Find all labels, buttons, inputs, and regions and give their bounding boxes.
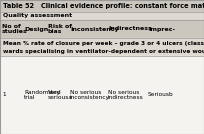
Bar bbox=[0, 56, 204, 134]
Bar bbox=[0, 38, 204, 56]
Text: Seriousb: Seriousb bbox=[148, 92, 174, 98]
Text: No of
studies: No of studies bbox=[2, 24, 28, 34]
Text: Inconsistency: Inconsistency bbox=[70, 27, 119, 31]
Bar bbox=[0, 20, 204, 38]
Bar bbox=[0, 0, 204, 12]
Text: Mean % rate of closure per week – grade 3 or 4 ulcers (classificati-: Mean % rate of closure per week – grade … bbox=[3, 41, 204, 46]
Text: Quality assessment: Quality assessment bbox=[3, 14, 72, 18]
Bar bbox=[0, 12, 204, 20]
Text: wards specialising in ventilator-dependent or extensive wound car-: wards specialising in ventilator-depende… bbox=[3, 49, 204, 54]
Text: Table 52   Clinical evidence profile: constant force mattress: Table 52 Clinical evidence profile: cons… bbox=[3, 3, 204, 9]
Text: Very
seriousa: Very seriousa bbox=[48, 90, 73, 100]
Text: Design: Design bbox=[24, 27, 48, 31]
Text: Randomised
trial: Randomised trial bbox=[24, 90, 61, 100]
Text: Imprec-: Imprec- bbox=[148, 27, 175, 31]
Text: Indirectness: Indirectness bbox=[108, 27, 152, 31]
Text: No serious
inconsistency: No serious inconsistency bbox=[70, 90, 110, 100]
Text: No serious
indirectness: No serious indirectness bbox=[108, 90, 144, 100]
Text: 1: 1 bbox=[2, 92, 6, 98]
Text: Risk of
bias: Risk of bias bbox=[48, 24, 72, 34]
